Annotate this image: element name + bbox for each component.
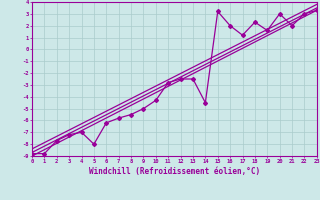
X-axis label: Windchill (Refroidissement éolien,°C): Windchill (Refroidissement éolien,°C) [89, 167, 260, 176]
